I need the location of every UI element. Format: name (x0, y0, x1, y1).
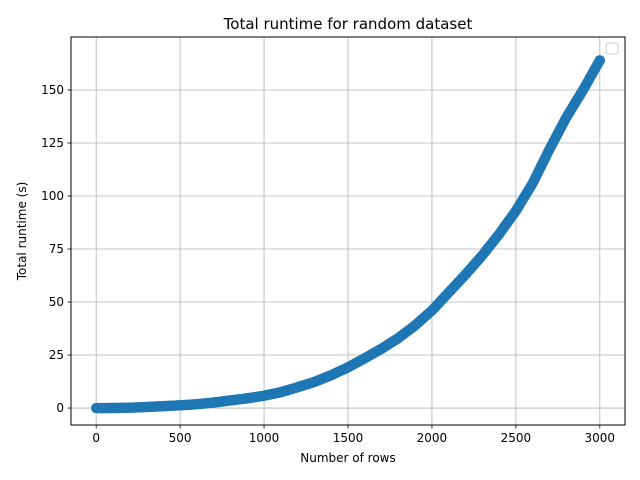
x-tick-label: 2500 (501, 431, 532, 445)
data-point (594, 55, 606, 66)
grid-lines (71, 37, 625, 425)
x-tick-label: 500 (169, 431, 192, 445)
x-axis-label: Number of rows (300, 451, 395, 465)
data-points (90, 55, 606, 414)
x-tick-label: 0 (92, 431, 100, 445)
x-axis-ticks: 0 500 1000 1500 2000 2500 3000 (92, 425, 615, 445)
x-tick-label: 3000 (585, 431, 616, 445)
x-tick-label: 1000 (249, 431, 280, 445)
y-tick-label: 50 (49, 295, 64, 309)
y-tick-label: 0 (56, 401, 64, 415)
y-axis-ticks: 0 25 50 75 100 125 150 (41, 83, 71, 415)
x-tick-label: 2000 (417, 431, 448, 445)
legend-box (605, 42, 619, 55)
plot-frame (70, 36, 626, 426)
chart-title: Total runtime for random dataset (223, 15, 473, 33)
y-tick-label: 100 (41, 189, 64, 203)
y-tick-label: 125 (41, 136, 64, 150)
y-tick-label: 150 (41, 83, 64, 97)
y-axis-label: Total runtime (s) (15, 182, 29, 282)
x-tick-label: 1500 (333, 431, 364, 445)
y-tick-label: 75 (49, 242, 64, 256)
y-tick-label: 25 (49, 348, 64, 362)
